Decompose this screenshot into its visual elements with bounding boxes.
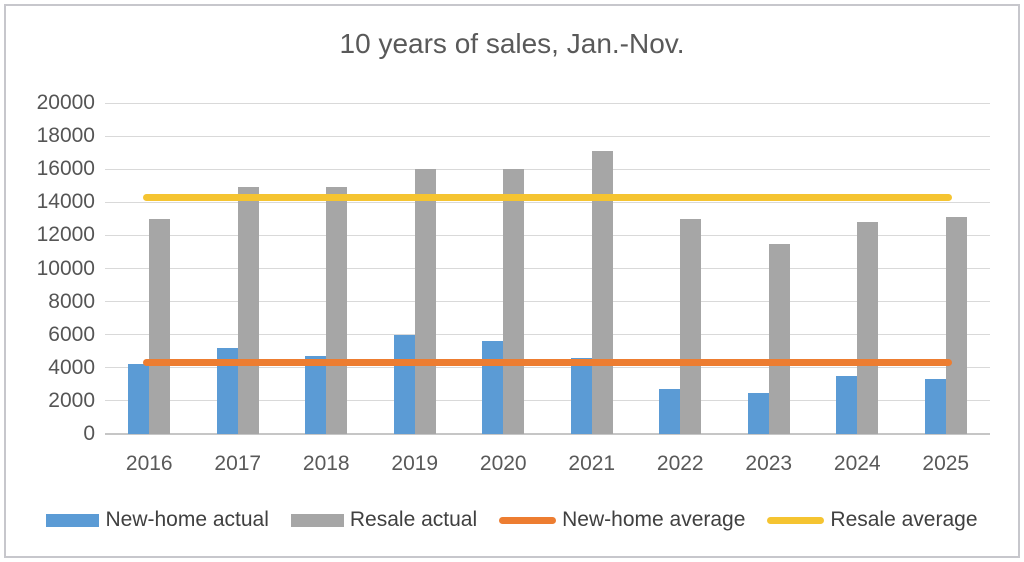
bar-new-home-actual-2020 (482, 341, 504, 434)
legend-label: New-home actual (105, 508, 269, 531)
y-tick-label: 12000 (36, 223, 95, 247)
y-tick-label: 2000 (48, 388, 95, 412)
gridline (105, 400, 990, 402)
average-line-new-home-average (143, 359, 952, 367)
y-tick-label: 8000 (48, 289, 95, 313)
gridline (105, 168, 990, 170)
legend-swatch-resale-average (767, 516, 825, 524)
y-tick-label: 20000 (36, 91, 95, 114)
bar-resale-actual-2016 (149, 218, 171, 434)
plot-area (105, 102, 990, 435)
bar-resale-actual-2024 (857, 222, 879, 434)
y-tick-label: 14000 (36, 190, 95, 214)
bar-new-home-actual-2023 (747, 392, 769, 434)
x-tick-label: 2022 (656, 452, 704, 475)
gridline (105, 367, 990, 369)
legend-item-new-home-average: New-home average (499, 508, 745, 532)
gridline (105, 234, 990, 236)
bar-resale-actual-2017 (237, 187, 259, 434)
legend: New-home actual Resale actual New-home ave… (0, 504, 1024, 536)
legend-label: Resale average (830, 508, 978, 531)
bar-new-home-actual-2017 (216, 347, 238, 434)
x-tick-label: 2016 (125, 452, 173, 475)
bar-new-home-actual-2019 (393, 334, 415, 434)
legend-label: Resale actual (349, 508, 478, 531)
bar-new-home-actual-2018 (305, 356, 327, 434)
x-tick-label: 2017 (214, 452, 262, 475)
average-line-resale-average (143, 193, 952, 201)
legend-swatch-new-home-average (499, 516, 557, 524)
legend-item-resale-average: Resale average (767, 508, 978, 532)
y-axis: 0 2000 4000 6000 8000 10000 12000 14000 16000 180… (0, 91, 95, 445)
y-tick-label: 10000 (36, 256, 95, 280)
legend-item-new-home-actual: New-home actual (46, 508, 269, 532)
gridline (105, 135, 990, 137)
bar-resale-actual-2020 (503, 169, 525, 434)
gridline (105, 433, 990, 435)
x-axis: 2016 2017 2018 2019 2020 2021 2022 2023 2024 2025 (0, 450, 1024, 478)
bar-resale-actual-2025 (945, 217, 967, 434)
y-tick-label: 6000 (48, 322, 95, 346)
y-tick-label: 0 (83, 422, 95, 445)
x-tick-label: 2023 (745, 452, 793, 475)
bar-new-home-actual-2025 (924, 379, 946, 434)
chart-title: 10 years of sales, Jan.-Nov. (339, 28, 685, 59)
y-tick-label: 18000 (36, 124, 95, 148)
bar-resale-actual-2023 (768, 243, 790, 434)
legend-item-resale-actual: Resale actual (290, 508, 478, 532)
x-tick-label: 2020 (479, 452, 527, 475)
x-tick-label: 2024 (833, 452, 881, 475)
x-tick-label: 2025 (922, 452, 970, 475)
bar-resale-actual-2022 (680, 218, 702, 434)
legend-label: New-home average (562, 508, 746, 531)
y-tick-label: 4000 (48, 355, 95, 379)
bar-new-home-actual-2021 (570, 357, 592, 434)
gridline (105, 201, 990, 203)
bar-resale-actual-2019 (414, 169, 436, 434)
legend-swatch-resale-actual (290, 513, 344, 527)
gridline (105, 268, 990, 269)
legend-swatch-new-home-actual (46, 513, 100, 527)
x-tick-label: 2021 (568, 452, 616, 475)
x-tick-label: 2018 (302, 452, 350, 475)
y-tick-label: 16000 (36, 157, 95, 181)
gridline (105, 102, 990, 104)
bar-resale-actual-2018 (326, 187, 348, 434)
gridline (105, 301, 990, 303)
bar-new-home-actual-2024 (836, 376, 858, 434)
gridline (105, 334, 990, 336)
bar-new-home-actual-2022 (659, 389, 681, 434)
bar-new-home-actual-2016 (128, 364, 150, 434)
x-tick-label: 2019 (391, 452, 439, 475)
